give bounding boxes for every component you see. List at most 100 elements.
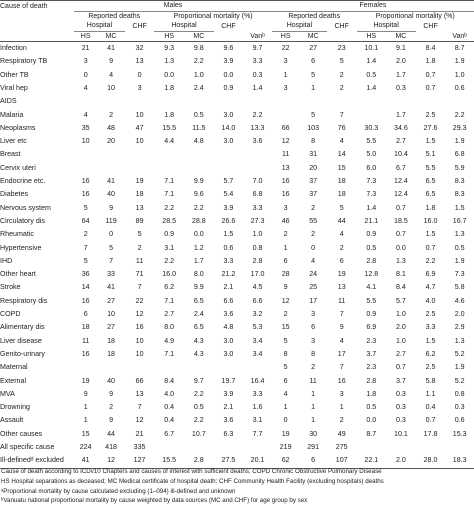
male-cell: 418 <box>105 443 117 451</box>
table-row: Stroke 14 41 7 6.2 9.9 2.1 4.5 9 25 13 4.1 8.4 4.7 5.8 <box>0 281 474 294</box>
female-cell: 5.8 <box>425 376 436 385</box>
table-row: Malaria 4 2 10 1.8 0.5 3.0 2.2 5 7 1.7 2.5 2.2 <box>0 108 474 121</box>
footnote-1: Cause of death according to ICDv10 Chapt… <box>1 468 382 475</box>
female-cell: 8.4 <box>425 44 436 53</box>
male-cell <box>184 162 214 175</box>
female-cell: 17.8 <box>423 429 438 438</box>
female-cell: 1.5 <box>425 230 436 239</box>
footnote-4: ᵇVanuatu national proportional mortality… <box>1 497 308 505</box>
female-cell: 15 <box>337 163 346 172</box>
female-cell: 2 <box>283 230 288 239</box>
female-cell: 2.7 <box>395 349 406 358</box>
female-cell: 1.9 <box>454 57 465 66</box>
female-cell: 4 <box>339 336 344 345</box>
male-cell: 1.0 <box>252 230 263 239</box>
male-cell <box>154 148 184 161</box>
female-cell: 1.3 <box>395 256 406 265</box>
female-cell: 3.7 <box>366 349 377 358</box>
male-cell: 18 <box>107 336 115 345</box>
male-cell: 5 <box>109 243 114 252</box>
male-cell <box>154 95 184 108</box>
female-cell: 4.0 <box>425 296 436 305</box>
female-cell: 5.9 <box>454 163 465 172</box>
male-cell: 26.6 <box>221 216 236 225</box>
male-cell: 3.0 <box>223 110 234 119</box>
female-cell: 1.5 <box>425 137 436 146</box>
row-label: AIDS <box>0 97 17 106</box>
female-cell: 1.1 <box>425 389 436 398</box>
female-cell <box>272 95 300 108</box>
male-cell <box>154 361 184 374</box>
male-cell: 2.1 <box>223 403 234 412</box>
male-cell: 64 <box>81 216 90 225</box>
female-cell: 18 <box>337 190 346 199</box>
male-cell: 0.5 <box>193 403 204 412</box>
male-cell: 8.0 <box>164 323 175 332</box>
male-cell <box>184 148 214 161</box>
row-label: Endocrine etc. <box>0 177 46 186</box>
male-cell <box>74 95 97 108</box>
males-header: Males <box>74 0 272 11</box>
female-cell: 10.4 <box>394 150 408 159</box>
female-cell: 13 <box>337 283 346 292</box>
female-cell: 25 <box>309 283 318 292</box>
female-cell: 28 <box>281 270 290 279</box>
female-cell: 3 <box>339 389 344 398</box>
female-cell: 18 <box>337 177 346 186</box>
table-row: COPD 6 10 12 2.7 2.4 3.6 3.2 2 3 7 0.9 1.0 2.5 2.0 <box>0 308 474 321</box>
males-reported-hospital: Hospital <box>74 21 125 32</box>
female-cell: 1.3 <box>454 230 465 239</box>
table-row: Rheumatic 2 0 5 0.9 0.0 1.5 1.0 2 2 4 0.9 0.7 1.5 1.3 <box>0 228 474 241</box>
male-cell: 13 <box>135 203 144 212</box>
males-reported-header: Reported deaths <box>74 10 155 21</box>
female-cell <box>416 441 446 454</box>
female-cell: 0.3 <box>454 403 465 412</box>
male-cell: 1.5 <box>223 230 234 239</box>
male-cell: 2.8 <box>184 454 214 469</box>
male-cell: 48 <box>107 123 115 132</box>
female-cell: 12.4 <box>394 177 408 186</box>
male-cell: 41 <box>107 44 115 53</box>
female-cell <box>357 108 387 121</box>
female-cell: 8.3 <box>454 177 465 186</box>
table-row: External 19 40 66 8.4 9.7 19.7 16.4 6 11 16 2.8 3.7 5… <box>0 374 474 387</box>
female-cell: 2 <box>311 363 316 372</box>
male-cell <box>154 162 184 175</box>
male-cell: 21 <box>135 429 144 438</box>
female-cell: 8.7 <box>454 44 465 53</box>
female-cell: 2 <box>339 83 344 92</box>
male-cell <box>97 162 125 175</box>
female-cell: 2 <box>311 203 316 212</box>
male-cell <box>184 361 214 374</box>
female-cell: 2.0 <box>454 310 465 319</box>
row-label: IHD <box>0 256 13 265</box>
male-cell: 12 <box>135 310 144 319</box>
male-cell: 41 <box>74 454 98 469</box>
male-cell: 0.8 <box>252 243 263 252</box>
male-cell: 2 <box>137 243 142 252</box>
female-cell: 2 <box>283 310 288 319</box>
female-cell: 1.8 <box>425 203 436 212</box>
male-cell: 3.0 <box>223 336 234 345</box>
male-cell: 3.9 <box>223 57 234 66</box>
male-cell: 15.5 <box>162 123 177 132</box>
male-cell: 8.4 <box>164 376 175 385</box>
female-cell <box>272 108 300 121</box>
female-cell: 0.7 <box>425 70 436 79</box>
male-cell: 2.2 <box>252 110 263 119</box>
male-cell: 9 <box>83 389 88 398</box>
male-cell: 1.2 <box>193 243 204 252</box>
female-cell: 5 <box>283 336 288 345</box>
male-cell: 6.6 <box>223 296 234 305</box>
table-body: Infection 21 41 32 9.3 9.8 9.6 9.7 22 27 23 10.1 9.1… <box>0 42 474 469</box>
female-cell: 0.6 <box>454 83 465 92</box>
female-cell: 8.4 <box>395 283 406 292</box>
females-reported-chf: CHF <box>334 22 349 30</box>
male-cell <box>243 162 272 175</box>
female-cell: 28.0 <box>415 454 446 469</box>
female-cell: 0.9 <box>366 310 377 319</box>
row-label: External <box>0 376 27 385</box>
female-cell: 10.1 <box>364 44 379 53</box>
male-cell: 2.2 <box>193 416 204 425</box>
male-cell: 18 <box>107 349 115 358</box>
